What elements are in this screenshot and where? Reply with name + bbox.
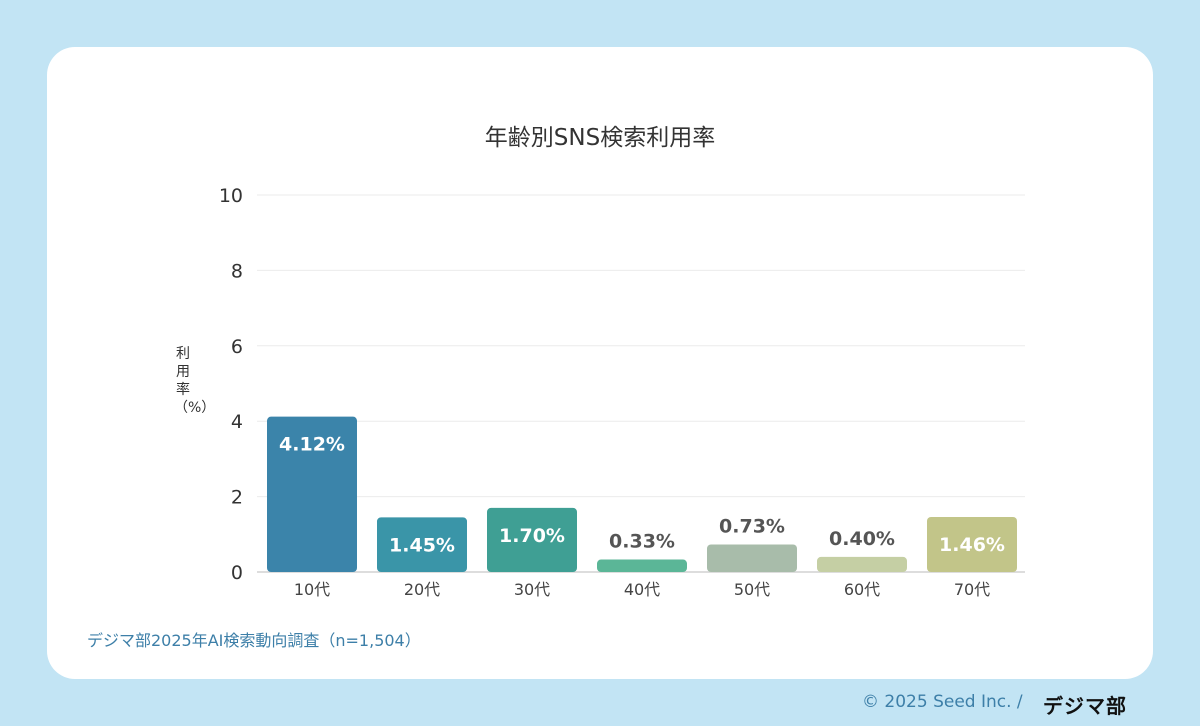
data-label: 0.73% xyxy=(719,515,785,537)
x-tick-label: 60代 xyxy=(844,580,880,599)
y-tick-label: 8 xyxy=(231,260,243,282)
x-tick-label: 70代 xyxy=(954,580,990,599)
bar xyxy=(377,517,467,572)
y-tick-label: 4 xyxy=(231,411,243,433)
bar xyxy=(707,544,797,572)
data-label: 0.40% xyxy=(829,528,895,550)
x-tick-label: 10代 xyxy=(294,580,330,599)
bar xyxy=(597,559,687,572)
data-label: 0.33% xyxy=(609,531,675,553)
x-tick-label: 50代 xyxy=(734,580,770,599)
x-tick-label: 20代 xyxy=(404,580,440,599)
y-tick-label: 10 xyxy=(219,185,243,207)
bar xyxy=(487,507,577,572)
source-note: デジマ部2025年AI検索動向調査（n=1,504） xyxy=(87,631,421,650)
x-tick-label: 40代 xyxy=(624,580,660,599)
data-label: 1.46% xyxy=(939,534,1005,556)
y-tick-label: 6 xyxy=(231,336,243,358)
copyright: © 2025 Seed Inc. / xyxy=(862,692,1023,712)
bar xyxy=(927,516,1017,572)
bar xyxy=(817,556,907,572)
x-tick-label: 30代 xyxy=(514,580,550,599)
y-tick-label: 0 xyxy=(231,562,243,584)
y-tick-label: 2 xyxy=(231,487,243,509)
chart-title: 年齢別SNS検索利用率 xyxy=(484,125,716,151)
data-label: 1.45% xyxy=(389,534,455,556)
data-label: 1.70% xyxy=(499,525,565,547)
data-label: 4.12% xyxy=(279,434,345,456)
chart-card xyxy=(47,47,1153,679)
bar xyxy=(267,416,357,572)
logo: デジマ部 xyxy=(1043,694,1127,718)
